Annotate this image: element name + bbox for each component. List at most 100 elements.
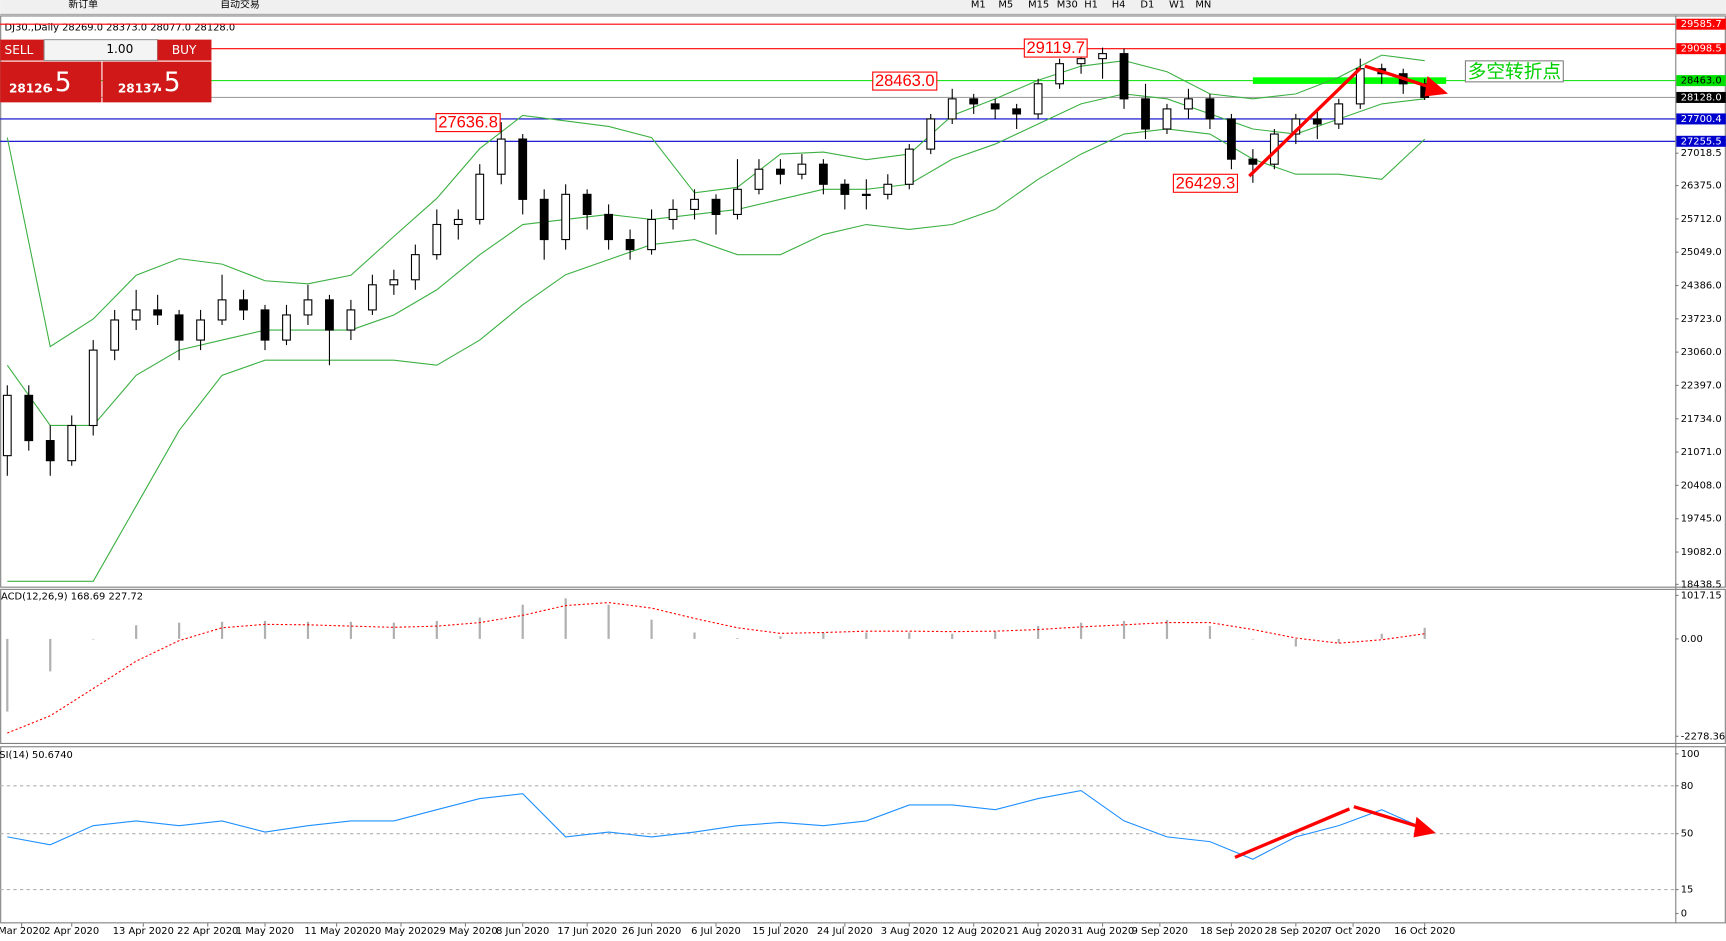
arrow-line <box>1364 64 1434 90</box>
annotation-label: 29119.7 <box>1027 39 1085 57</box>
candle-body <box>453 218 463 226</box>
level-label: 28463.0 <box>1681 76 1722 87</box>
level-label-box <box>1676 113 1726 125</box>
macd-bar <box>135 625 138 639</box>
macd-bar <box>263 620 267 639</box>
macd-bar <box>779 636 782 639</box>
x-tick-label: 26 Jun 2020 <box>622 926 682 937</box>
macd-bar <box>49 638 52 672</box>
toolbar-items: 新订单 自动交易 M1 M5 M15 M30 H1 H4 D1 W1 MN <box>68 0 1211 10</box>
timeframe-button[interactable]: M15 <box>1028 0 1049 10</box>
candle-body <box>196 319 205 341</box>
lot-value: 1.00 <box>106 42 133 56</box>
bid-box[interactable] <box>0 61 102 103</box>
candle-body <box>1119 53 1129 100</box>
ask-price: 28137 <box>118 82 160 96</box>
timeframe-button[interactable]: H1 <box>1084 0 1098 10</box>
macd-pane <box>0 588 1726 744</box>
candle-body <box>969 98 979 105</box>
timeframe-button[interactable]: H4 <box>1112 0 1126 10</box>
ask-box[interactable] <box>102 61 212 103</box>
candle-body <box>947 98 957 120</box>
candle-body <box>282 314 291 341</box>
arrow-head <box>1413 816 1436 838</box>
candle-body <box>1098 53 1107 60</box>
macd-bar <box>521 604 524 639</box>
candle-body <box>1055 63 1065 85</box>
candle-body <box>1184 98 1193 110</box>
candle-body <box>24 394 34 442</box>
candle-body <box>904 148 914 185</box>
level-label: 27255.5 <box>1681 136 1722 147</box>
y-tick-label: 0 <box>1681 909 1687 920</box>
candle-body <box>2 394 12 457</box>
arrow-line <box>1234 807 1351 859</box>
annotation-label: 28463.0 <box>875 72 935 90</box>
candle-body <box>604 213 614 241</box>
bid-pips: .5 <box>46 67 71 98</box>
y-tick-label: 80 <box>1681 781 1694 792</box>
y-tick-label: 21734.0 <box>1681 414 1722 425</box>
level-label: 28128.0 <box>1681 92 1722 103</box>
macd-bar <box>178 622 181 639</box>
macd-bar <box>1294 638 1297 647</box>
sell-button[interactable] <box>0 39 45 61</box>
x-tick-label: 28 Sep 2020 <box>1264 926 1327 937</box>
x-tick-label: 18 Sep 2020 <box>1200 926 1263 937</box>
candle-body <box>367 284 377 311</box>
x-tick-label: 1 May 2020 <box>236 926 294 937</box>
candle-body <box>668 208 678 221</box>
macd-bar <box>1380 633 1383 639</box>
candle-body <box>303 299 313 316</box>
bollinger-band <box>7 128 1426 582</box>
candle-body <box>1076 58 1086 65</box>
candle-body <box>432 223 442 256</box>
timeframe-button[interactable]: M5 <box>998 0 1013 10</box>
rsi-title: RSI(14) 50.6740 <box>0 750 73 761</box>
timeframe-button[interactable]: M1 <box>971 0 986 10</box>
y-tick-label: 21071.0 <box>1681 447 1722 458</box>
candle-body <box>1162 108 1172 130</box>
toolbar-button[interactable]: 自动交易 <box>220 0 260 10</box>
timeframe-button[interactable]: M30 <box>1057 0 1078 10</box>
buy-button[interactable] <box>157 39 212 61</box>
x-tick-label: 20 May 2020 <box>369 926 434 937</box>
candle-body <box>389 279 399 286</box>
candle-body <box>797 163 807 175</box>
lot-input[interactable] <box>43 39 159 62</box>
arrow-line <box>1248 67 1362 178</box>
x-tick-label: 21 Aug 2020 <box>1006 926 1069 937</box>
macd-bar <box>435 620 438 639</box>
bollinger-band <box>6 93 1425 427</box>
candle-body <box>217 299 227 321</box>
macd-bar <box>6 638 9 712</box>
timeframe-button[interactable]: D1 <box>1140 0 1154 10</box>
candle-body <box>174 314 184 341</box>
macd-bar <box>349 621 353 639</box>
arrows <box>1234 64 1449 859</box>
timeframe-button[interactable]: W1 <box>1169 0 1185 10</box>
y-tick-label: 100 <box>1681 749 1700 760</box>
x-tick-label: 9 Sep 2020 <box>1132 926 1188 937</box>
candle-body <box>1334 103 1344 125</box>
chart-title: DJ30.,Daily 28269.0 28373.0 28077.0 2812… <box>5 23 236 34</box>
y-tick-label: 19082.0 <box>1681 547 1722 558</box>
candle-body <box>926 118 936 150</box>
x-tick-label: 11 May 2020 <box>304 926 369 937</box>
price-pane <box>0 15 1726 588</box>
candle-body <box>475 173 485 221</box>
y-tick-label: 22397.0 <box>1681 380 1722 391</box>
candle-body <box>1033 83 1043 115</box>
timeframe-button[interactable]: MN <box>1195 0 1211 10</box>
arrow-line <box>1353 805 1423 830</box>
x-tick-label: Mar 2020 <box>0 926 45 937</box>
signal-line <box>7 602 1425 734</box>
x-tick-label: 7 Oct 2020 <box>1326 926 1381 937</box>
x-tick-label: 17 Jun 2020 <box>557 926 617 937</box>
toolbar-button[interactable]: 新订单 <box>68 0 98 10</box>
toolbar <box>0 0 1726 14</box>
annotation-box <box>872 71 938 91</box>
candle-body <box>711 198 721 215</box>
candle-body <box>883 183 893 195</box>
